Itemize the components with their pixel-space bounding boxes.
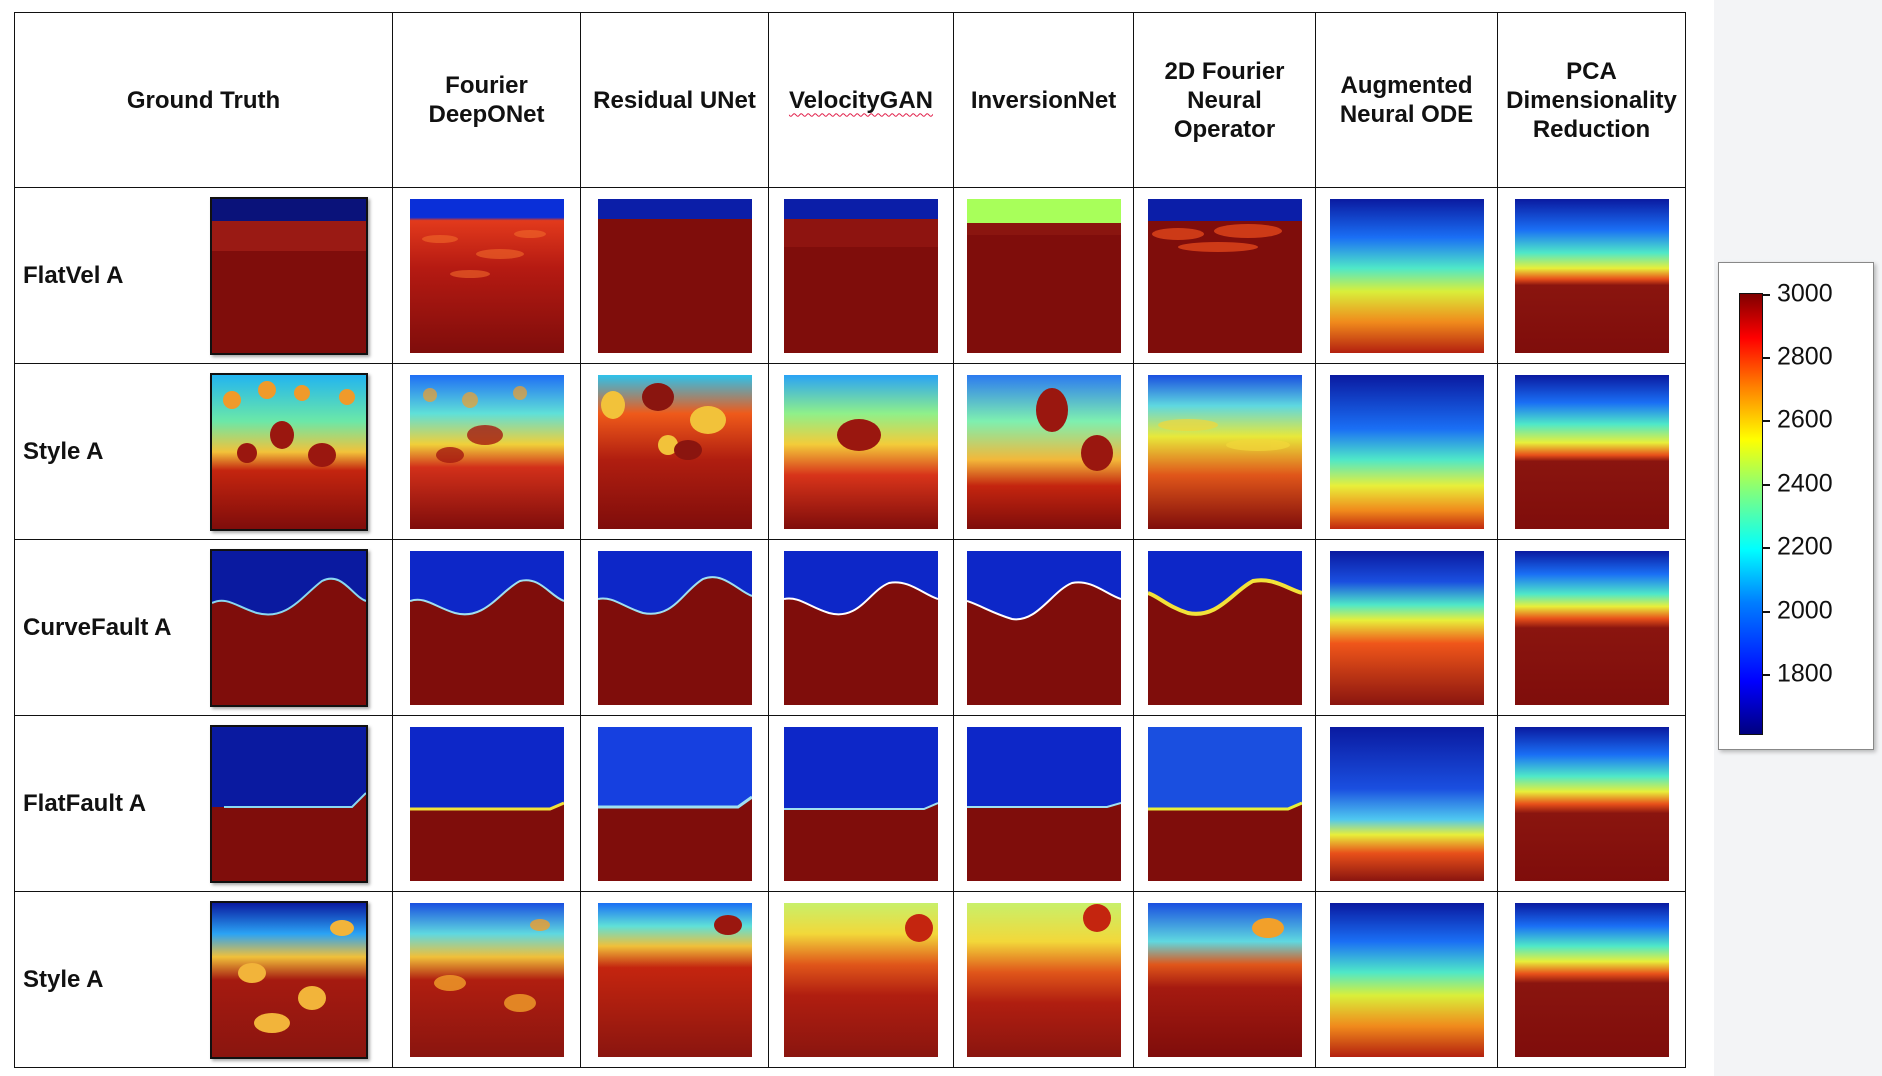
inversionnet-map (966, 374, 1121, 529)
colorbar-tick-label: 2600 (1777, 405, 1833, 434)
residual-unet-map (597, 726, 752, 881)
velocitygan-map (784, 902, 938, 1057)
colorbar-gradient (1739, 293, 1763, 735)
velocitygan-map (784, 374, 938, 529)
row-style-a-1: Style A (14, 363, 1686, 540)
pca-map (1514, 198, 1669, 353)
colorbar-tick-label: 1800 (1777, 659, 1833, 688)
row-flatfault-a: FlatFault A (14, 715, 1686, 892)
header-pca: PCA Dimensionality Reduction (1497, 12, 1686, 188)
row-flatvel-a: FlatVel A (14, 187, 1686, 364)
ground-truth-map (210, 724, 368, 883)
fourier-deeponet-map (409, 902, 564, 1057)
fourier-deeponet-map (409, 374, 564, 529)
residual-unet-map (597, 374, 752, 529)
pca-map (1514, 902, 1669, 1057)
inversionnet-map (966, 902, 1121, 1057)
row-label: CurveFault A (23, 613, 172, 641)
pca-map (1514, 374, 1669, 529)
inversionnet-map (966, 726, 1121, 881)
velocitygan-map (784, 198, 938, 353)
row-label: FlatVel A (23, 261, 124, 289)
ground-truth-map (210, 900, 368, 1059)
ground-truth-map (210, 196, 368, 355)
header-augmented-node: Augmented Neural ODE (1315, 12, 1498, 188)
pca-map (1514, 550, 1669, 705)
gt-cell: Style A (14, 363, 393, 540)
fno2d-map (1147, 550, 1302, 705)
fno2d-map (1147, 726, 1302, 881)
augmented-node-map (1329, 726, 1484, 881)
fourier-deeponet-map (409, 198, 564, 353)
augmented-node-map (1329, 550, 1484, 705)
fno2d-map (1147, 902, 1302, 1057)
residual-unet-map (597, 198, 752, 353)
fno2d-map (1147, 198, 1302, 353)
colorbar: 3000 2800 2600 2400 2200 2000 1800 (1718, 262, 1874, 750)
header-fno2d: 2D Fourier Neural Operator (1133, 12, 1316, 188)
fourier-deeponet-map (409, 550, 564, 705)
row-style-a-2: Style A (14, 891, 1686, 1068)
residual-unet-map (597, 550, 752, 705)
header-ground-truth: Ground Truth (14, 12, 393, 188)
gt-cell: FlatVel A (14, 187, 393, 364)
fno2d-map (1147, 374, 1302, 529)
gt-cell: FlatFault A (14, 715, 393, 892)
row-label: Style A (23, 965, 104, 993)
inversionnet-map (966, 550, 1121, 705)
header-fourier-deeponet: Fourier DeepONet (392, 12, 581, 188)
inversionnet-map (966, 198, 1121, 353)
row-curvefault-a: CurveFault A (14, 539, 1686, 716)
colorbar-tick-label: 2200 (1777, 532, 1833, 561)
comparison-table: Ground Truth Fourier DeepONet Residual U… (14, 12, 1686, 1068)
ground-truth-map (210, 548, 368, 707)
colorbar-tick-label: 2400 (1777, 469, 1833, 498)
row-label: Style A (23, 437, 104, 465)
velocitygan-map (784, 726, 938, 881)
residual-unet-map (597, 902, 752, 1057)
colorbar-tick-label: 2000 (1777, 596, 1833, 625)
header-inversionnet: InversionNet (953, 12, 1134, 188)
fourier-deeponet-map (409, 726, 564, 881)
velocitygan-map (784, 550, 938, 705)
augmented-node-map (1329, 902, 1484, 1057)
header-residual-unet: Residual UNet (580, 12, 769, 188)
gt-cell: Style A (14, 891, 393, 1068)
pca-map (1514, 726, 1669, 881)
header-row: Ground Truth Fourier DeepONet Residual U… (14, 12, 1686, 188)
augmented-node-map (1329, 198, 1484, 353)
ground-truth-map (210, 372, 368, 531)
row-label: FlatFault A (23, 789, 147, 817)
gt-cell: CurveFault A (14, 539, 393, 716)
header-velocitygan: VelocityGAN (768, 12, 954, 188)
colorbar-tick-label: 2800 (1777, 342, 1833, 371)
augmented-node-map (1329, 374, 1484, 529)
colorbar-tick-label: 3000 (1777, 279, 1833, 308)
